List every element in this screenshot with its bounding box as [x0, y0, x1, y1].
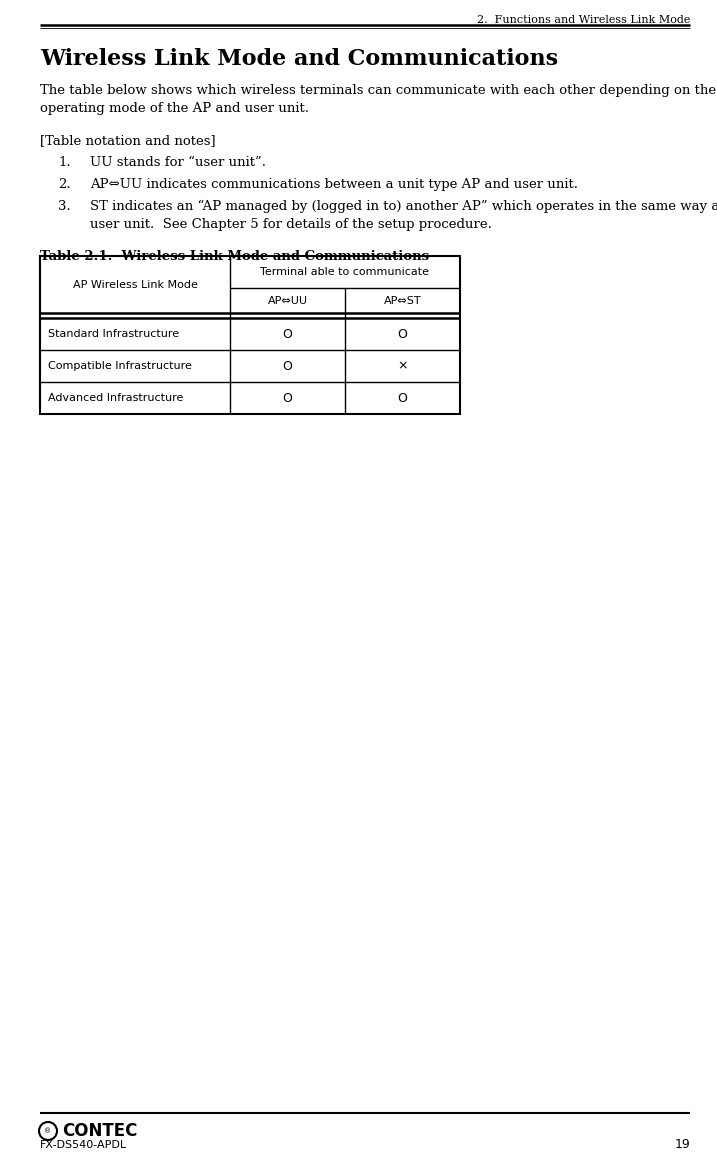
Text: [Table notation and notes]: [Table notation and notes]	[40, 134, 216, 147]
Text: Wireless Link Mode and Communications: Wireless Link Mode and Communications	[40, 48, 558, 70]
Text: FX-DS540-APDL: FX-DS540-APDL	[40, 1140, 127, 1150]
Text: user unit.  See Chapter 5 for details of the setup procedure.: user unit. See Chapter 5 for details of …	[90, 217, 492, 231]
Text: 1.: 1.	[58, 156, 71, 169]
Text: O: O	[282, 359, 293, 372]
Text: AP⇔UU indicates communications between a unit type AP and user unit.: AP⇔UU indicates communications between a…	[90, 178, 578, 191]
Text: CONTEC: CONTEC	[62, 1122, 138, 1140]
Text: O: O	[397, 328, 407, 341]
Text: AP⇔ST: AP⇔ST	[384, 295, 422, 306]
Text: 2.: 2.	[58, 178, 71, 191]
Text: Table 2.1.  Wireless Link Mode and Communications: Table 2.1. Wireless Link Mode and Commun…	[40, 250, 429, 263]
Text: ST indicates an “AP managed by (logged in to) another AP” which operates in the : ST indicates an “AP managed by (logged i…	[90, 200, 717, 213]
Text: ®: ®	[44, 1128, 52, 1134]
Text: 2.  Functions and Wireless Link Mode: 2. Functions and Wireless Link Mode	[477, 15, 690, 24]
Text: operating mode of the AP and user unit.: operating mode of the AP and user unit.	[40, 102, 309, 115]
Text: 19: 19	[674, 1139, 690, 1151]
Text: Standard Infrastructure: Standard Infrastructure	[48, 329, 179, 338]
Text: Terminal able to communicate: Terminal able to communicate	[260, 267, 429, 277]
Text: O: O	[282, 392, 293, 405]
Text: ×: ×	[397, 359, 408, 372]
Text: AP Wireless Link Mode: AP Wireless Link Mode	[72, 279, 197, 290]
Text: O: O	[282, 328, 293, 341]
Text: The table below shows which wireless terminals can communicate with each other d: The table below shows which wireless ter…	[40, 84, 716, 97]
Text: Compatible Infrastructure: Compatible Infrastructure	[48, 361, 192, 371]
Text: UU stands for “user unit”.: UU stands for “user unit”.	[90, 156, 266, 169]
Bar	[40, 256, 460, 414]
Text: AP⇔UU: AP⇔UU	[267, 295, 308, 306]
Text: Advanced Infrastructure: Advanced Infrastructure	[48, 393, 184, 404]
Text: O: O	[397, 392, 407, 405]
Text: 3.: 3.	[58, 200, 71, 213]
